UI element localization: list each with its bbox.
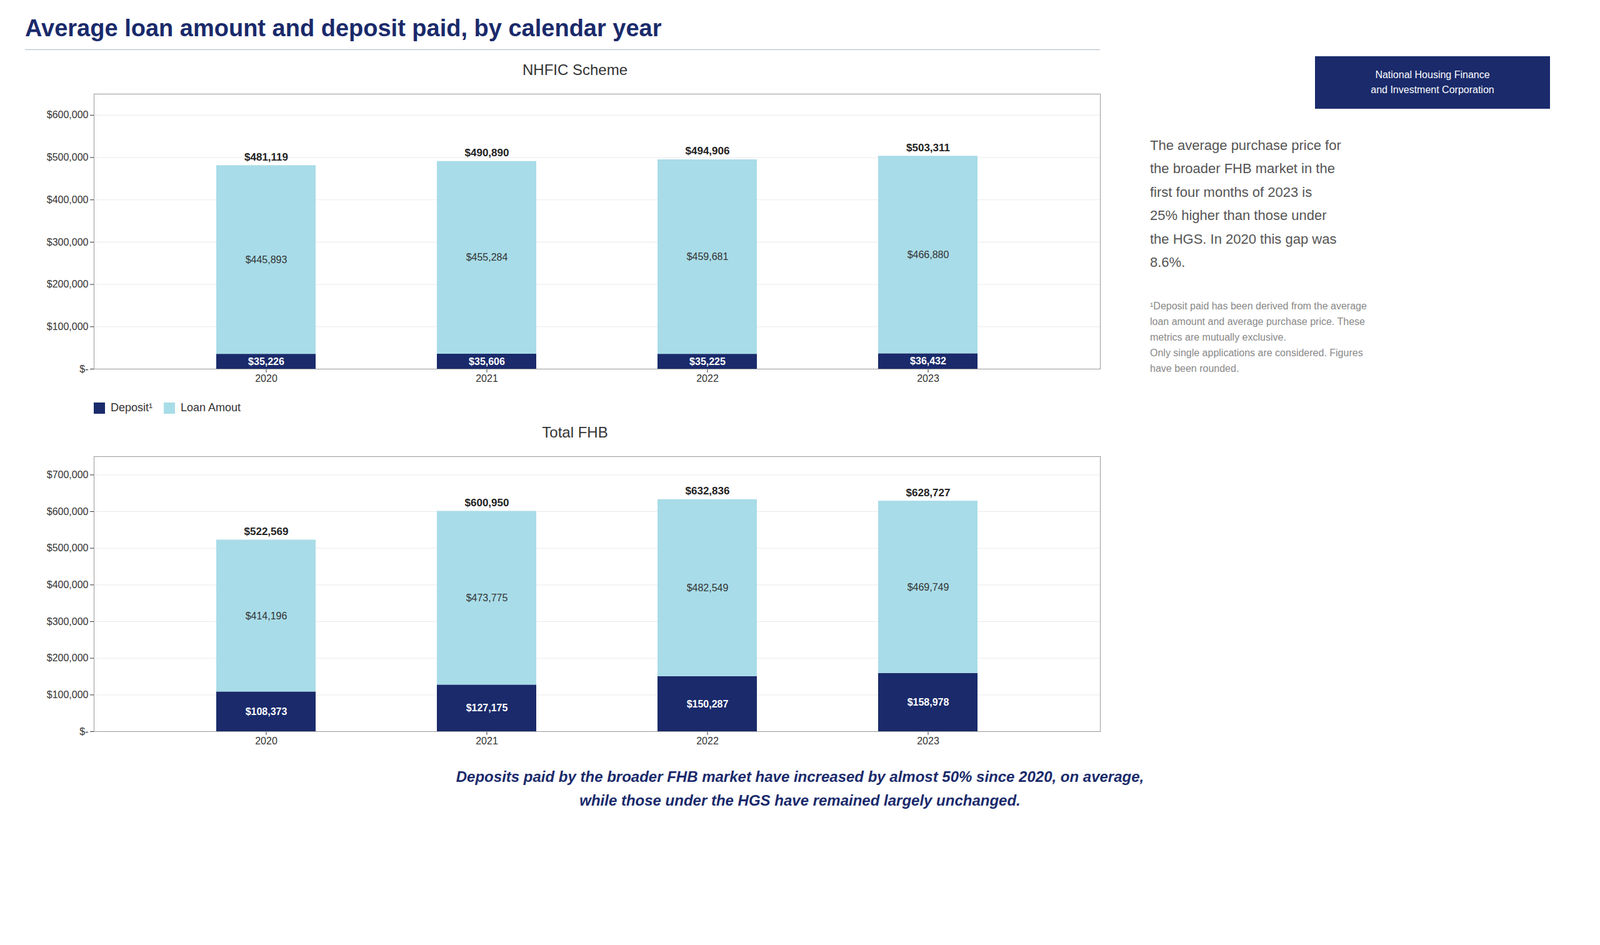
svg-text:$414,196: $414,196 xyxy=(245,610,288,622)
svg-text:$481,119: $481,119 xyxy=(244,151,289,164)
svg-text:$455,284: $455,284 xyxy=(466,251,509,263)
svg-text:$628,727: $628,727 xyxy=(906,486,951,499)
svg-text:$35,606: $35,606 xyxy=(468,356,505,367)
html-text:Total FHB: Total FHB xyxy=(542,423,608,441)
svg-text:$459,681: $459,681 xyxy=(686,251,729,262)
svg-text:$473,775: $473,775 xyxy=(466,592,509,604)
svg-text:2021: 2021 xyxy=(475,735,499,747)
svg-text:2022: 2022 xyxy=(696,373,719,384)
svg-text:$445,893: $445,893 xyxy=(245,254,288,265)
svg-text:$500,000: $500,000 xyxy=(46,542,89,554)
svg-text:2020: 2020 xyxy=(255,735,278,747)
svg-text:$522,569: $522,569 xyxy=(244,525,289,538)
svg-text:$300,000: $300,000 xyxy=(46,236,89,248)
svg-text:$127,175: $127,175 xyxy=(466,702,509,714)
svg-text:$400,000: $400,000 xyxy=(46,194,89,205)
svg-text:2023: 2023 xyxy=(916,373,940,384)
svg-text:$158,978: $158,978 xyxy=(907,696,950,708)
svg-text:$200,000: $200,000 xyxy=(46,652,89,664)
svg-text:$35,225: $35,225 xyxy=(689,356,726,367)
svg-text:$600,000: $600,000 xyxy=(46,109,89,120)
svg-text:$-: $- xyxy=(79,363,89,375)
svg-text:$100,000: $100,000 xyxy=(46,689,89,700)
svg-text:$469,749: $469,749 xyxy=(907,581,950,593)
html-text:Loan Amout: Loan Amout xyxy=(180,401,241,414)
svg-text:$200,000: $200,000 xyxy=(46,278,89,290)
svg-text:$400,000: $400,000 xyxy=(46,579,89,590)
svg-text:$500,000: $500,000 xyxy=(46,151,89,163)
html-text:Average loan amount and deposi: Average loan amount and deposit paid, by… xyxy=(25,15,662,42)
svg-text:$150,287: $150,287 xyxy=(686,698,729,710)
html-text:Deposits paid by the broader F: Deposits paid by the broader FHB market … xyxy=(456,768,1144,809)
html-text:¹Deposit paid has been derived: ¹Deposit paid has been derived from the … xyxy=(1150,300,1367,374)
svg-text:2023: 2023 xyxy=(916,735,940,747)
svg-text:$490,890: $490,890 xyxy=(465,146,510,159)
svg-text:$466,880: $466,880 xyxy=(907,249,950,260)
svg-text:$494,906: $494,906 xyxy=(685,145,730,157)
svg-text:$108,373: $108,373 xyxy=(245,706,288,717)
html-text:National Housing Finance and I: National Housing Finance and Investment … xyxy=(1370,69,1495,95)
svg-text:$700,000: $700,000 xyxy=(46,469,89,480)
html-text:NHFIC Scheme: NHFIC Scheme xyxy=(522,61,628,79)
svg-text:2020: 2020 xyxy=(255,373,278,384)
svg-text:$100,000: $100,000 xyxy=(46,321,89,332)
svg-text:$632,836: $632,836 xyxy=(685,485,730,497)
svg-text:$-: $- xyxy=(79,726,89,737)
svg-text:2021: 2021 xyxy=(475,373,499,384)
svg-text:$482,549: $482,549 xyxy=(686,582,729,594)
svg-text:$36,432: $36,432 xyxy=(910,355,947,367)
svg-text:$35,226: $35,226 xyxy=(248,356,285,367)
html-text:The average purchase price for: The average purchase price for the broad… xyxy=(1150,137,1342,270)
svg-text:$600,950: $600,950 xyxy=(465,496,510,509)
svg-text:$300,000: $300,000 xyxy=(46,616,89,627)
html-text:Deposit¹: Deposit¹ xyxy=(110,401,153,414)
svg-text:$503,311: $503,311 xyxy=(906,141,950,154)
svg-text:2022: 2022 xyxy=(696,735,719,747)
svg-text:$600,000: $600,000 xyxy=(46,506,89,517)
